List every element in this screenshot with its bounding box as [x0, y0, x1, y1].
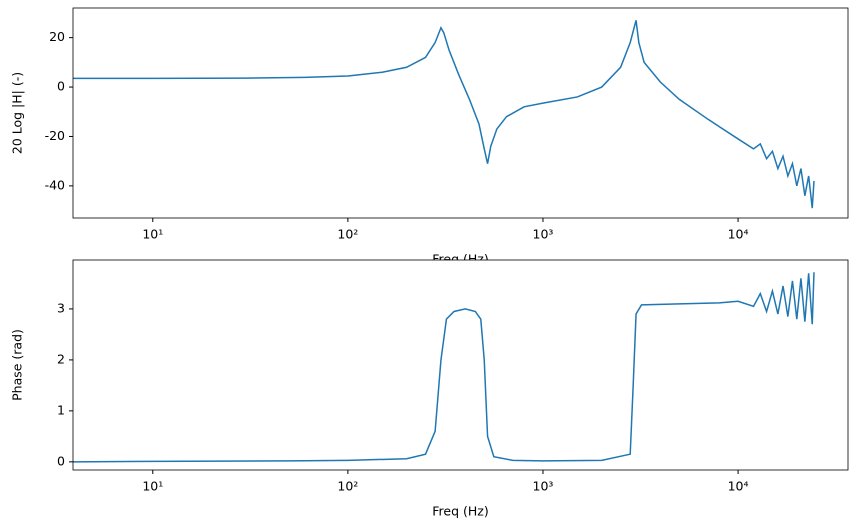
- line-layer: [73, 272, 815, 463]
- y-tick-label: 0: [57, 453, 65, 468]
- x-tick-label: 10²: [337, 479, 358, 494]
- data-line: [73, 20, 815, 209]
- x-axis-label: Freq (Hz): [432, 504, 488, 519]
- plot-area: [73, 260, 848, 470]
- subplot: 0 1 2 3 10¹ 10² 10³ 10⁴ Freq (Hz) Phase (rad): [10, 259, 849, 519]
- y-axis-label: Phase (rad): [10, 329, 25, 401]
- x-tick-label: 10¹: [142, 479, 163, 494]
- y-tick-label: 20: [49, 29, 65, 44]
- data-line: [73, 272, 815, 463]
- y-tick-label: 0: [57, 79, 65, 94]
- y-tick-label: -40: [45, 177, 65, 192]
- x-tick-label: 10⁴: [728, 479, 749, 494]
- y-tick-label: 1: [57, 402, 65, 417]
- y-axis-label: 20 Log |H| (-): [10, 72, 25, 154]
- y-tick-label: -20: [45, 128, 65, 143]
- x-tick-label: 10¹: [142, 227, 163, 242]
- x-tick-label: 10³: [533, 227, 554, 242]
- x-tick-label: 10²: [337, 227, 358, 242]
- y-tick-label: 2: [57, 351, 65, 366]
- axes-frame: [72, 7, 849, 219]
- x-tick-label: 10⁴: [728, 227, 749, 242]
- plot-area: [73, 8, 848, 218]
- line-layer: [73, 20, 815, 209]
- axes-frame: [72, 259, 849, 471]
- y-tick-label: 3: [57, 300, 65, 315]
- x-tick-label: 10³: [533, 479, 554, 494]
